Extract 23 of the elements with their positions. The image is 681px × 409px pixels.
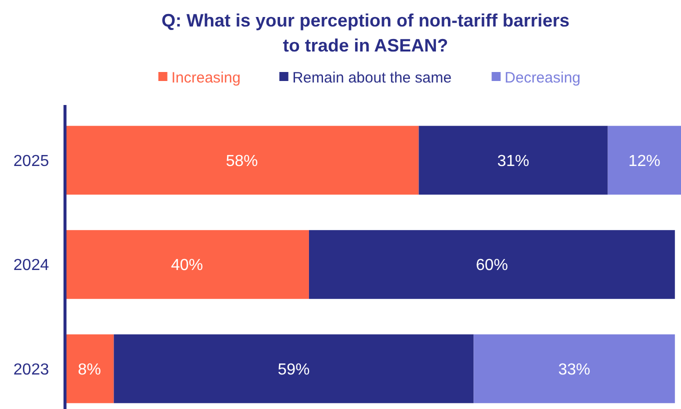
data-label: 31% <box>497 152 530 170</box>
y-tick-label: 2023 <box>13 361 50 378</box>
chart-title: Q: What is your perception of non-tariff barriers to trade in ASEAN? <box>161 10 570 56</box>
legend-label: Decreasing <box>504 69 581 86</box>
bar <box>608 126 681 195</box>
bar <box>474 334 675 404</box>
bar <box>65 230 309 299</box>
data-label: 33% <box>558 361 590 378</box>
y-tick-label: 2025 <box>13 152 50 170</box>
bar <box>308 230 675 299</box>
y-tick-label: 2024 <box>13 257 50 274</box>
legend-label: Increasing <box>171 69 241 86</box>
bar <box>418 126 608 195</box>
data-label: 40% <box>170 257 203 274</box>
data-label: 58% <box>226 152 258 170</box>
bar <box>65 334 114 404</box>
data-label: 59% <box>278 361 310 378</box>
data-label: 8% <box>78 361 101 378</box>
legend-label: Remain about the same <box>292 69 452 86</box>
bar <box>65 126 419 195</box>
bar <box>114 334 474 404</box>
data-label: 12% <box>628 152 660 170</box>
data-label: 60% <box>476 257 508 274</box>
